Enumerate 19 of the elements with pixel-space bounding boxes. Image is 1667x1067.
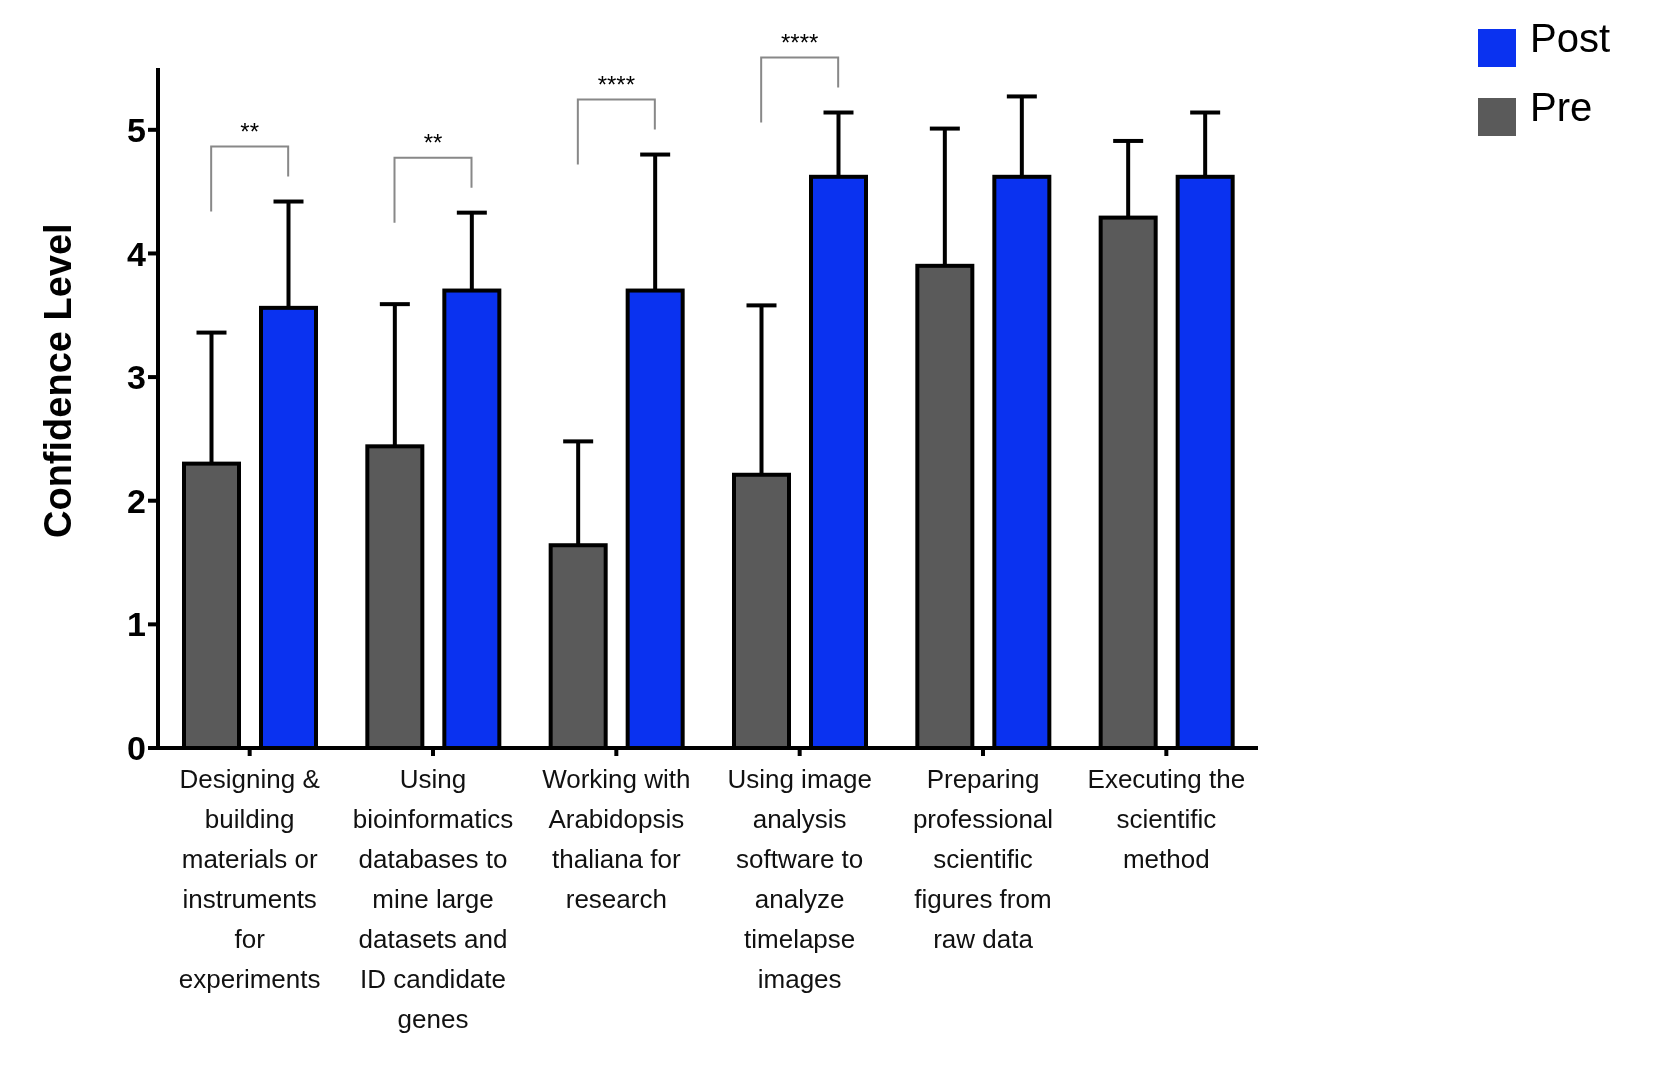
y-tick-label: 1 (127, 605, 146, 644)
annotation: **** (597, 70, 636, 98)
x-tick-label: Using image analysis software to analyze timelapse images (727, 764, 872, 994)
annotation: ** (240, 117, 260, 145)
y-tick-label: 5 (127, 110, 146, 149)
annotation: ** (423, 128, 443, 156)
x-tick-label: Working with Arabidopsis thaliana for research (542, 764, 691, 914)
legend-label: Post (1530, 16, 1611, 60)
y-tick-label: 4 (127, 234, 147, 273)
x-tick-label: Preparing professional scientific figures from raw data (912, 764, 1054, 954)
y-axis-title: Confidence Level (37, 223, 80, 538)
y-tick-label: 2 (127, 481, 146, 520)
y-tick-label: 0 (127, 729, 146, 768)
y-tick-label: 3 (127, 358, 146, 397)
x-tick-label: Using bioinformatics databases to mine large datasets and ID candidate genes (352, 764, 514, 1034)
x-tick-label: Designing & building materials or instruments for experiments (178, 764, 321, 994)
text: **** (780, 28, 819, 56)
legend-label: Pre (1530, 85, 1593, 129)
x-tick-label: Executing the scientific method (1087, 764, 1246, 874)
